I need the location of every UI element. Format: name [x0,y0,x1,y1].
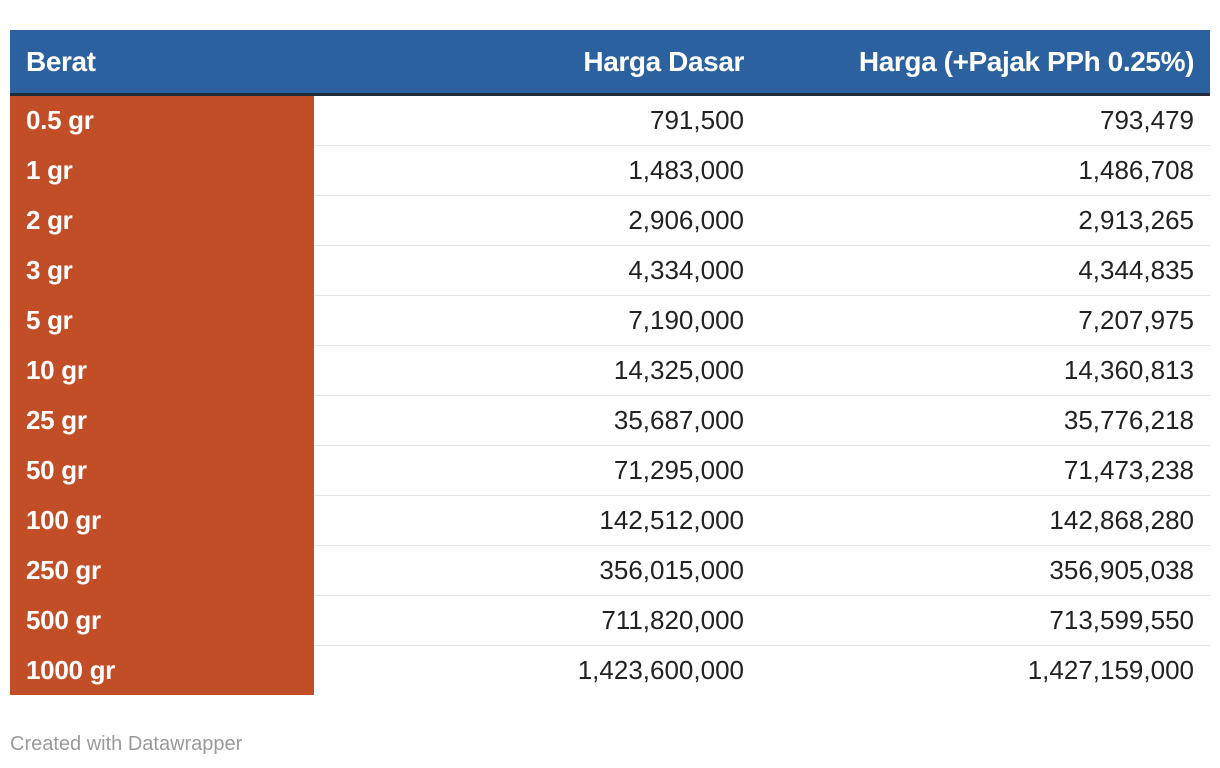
cell-berat: 10 gr [10,345,314,396]
table-row: 25 gr 35,687,000 35,776,218 [10,395,1210,446]
cell-berat: 5 gr [10,295,314,346]
table-row: 50 gr 71,295,000 71,473,238 [10,445,1210,496]
cell-berat: 0.5 gr [10,94,314,146]
cell-harga-dasar: 142,512,000 [314,495,760,546]
cell-berat: 250 gr [10,545,314,596]
cell-harga-pajak: 793,479 [760,94,1210,146]
table-header: Berat Harga Dasar Harga (+Pajak PPh 0.25… [10,30,1210,96]
cell-berat: 500 gr [10,595,314,646]
cell-berat: 50 gr [10,445,314,496]
cell-harga-dasar: 1,423,600,000 [577,655,744,685]
column-header-harga-dasar: Harga Dasar [314,30,760,96]
cell-harga-pajak: 4,344,835 [760,245,1210,296]
cell-harga-dasar: 356,015,000 [314,545,760,596]
cell-berat: 25 gr [10,395,314,446]
cell-harga-pajak: 356,905,038 [760,545,1210,596]
price-table: Berat Harga Dasar Harga (+Pajak PPh 0.25… [10,30,1210,695]
cell-harga-dasar: 7,190,000 [314,295,760,346]
header-row: Berat Harga Dasar Harga (+Pajak PPh 0.25… [10,30,1210,96]
cell-harga-dasar: 791,500 [314,94,760,146]
table-row: 500 gr 711,820,000 713,599,550 [10,595,1210,646]
table-row: 5 gr 7,190,000 7,207,975 [10,295,1210,346]
datawrapper-credit: Created with Datawrapper [10,733,243,755]
cell-harga-dasar: 71,295,000 [314,445,760,496]
cell-berat: 1000 gr [10,645,314,695]
cell-harga-pajak: 71,473,238 [760,445,1210,496]
cell-harga-pajak: 1,486,708 [760,145,1210,196]
cell-harga-dasar: 4,334,000 [314,245,760,296]
table-row: 0.5 gr 791,500 793,479 [10,94,1210,146]
cell-harga-pajak: 2,913,265 [760,195,1210,246]
cell-harga-dasar: 35,687,000 [314,395,760,446]
cell-harga-dasar: 14,325,000 [314,345,760,396]
table-row: 1000 gr 1,423,600,000 1,427,159,000 [10,645,1210,695]
cell-harga-pajak: 142,868,280 [760,495,1210,546]
table-row: 1 gr 1,483,000 1,486,708 [10,145,1210,196]
table-row: 10 gr 14,325,000 14,360,813 [10,345,1210,396]
cell-harga-dasar: 2,906,000 [314,195,760,246]
cell-berat: 1 gr [10,145,314,196]
cell-harga-pajak: 713,599,550 [760,595,1210,646]
cell-berat: 100 gr [10,495,314,546]
table-row: 100 gr 142,512,000 142,868,280 [10,495,1210,546]
column-header-harga-pajak: Harga (+Pajak PPh 0.25%) [760,30,1210,96]
cell-harga-pajak: 35,776,218 [760,395,1210,446]
table-row: 3 gr 4,334,000 4,344,835 [10,245,1210,296]
cell-harga-pajak: 7,207,975 [760,295,1210,346]
cell-berat: 3 gr [10,245,314,296]
table-row: 2 gr 2,906,000 2,913,265 [10,195,1210,246]
cell-harga-pajak: 14,360,813 [760,345,1210,396]
table-row: 250 gr 356,015,000 356,905,038 [10,545,1210,596]
table-body: 0.5 gr 791,500 793,479 1 gr 1,483,000 1,486,7… [10,94,1210,695]
cell-harga-pajak: 1,427,159,000 [1027,655,1194,685]
column-header-berat: Berat [10,30,314,96]
cell-harga-dasar: 1,483,000 [314,145,760,196]
cell-harga-dasar: 711,820,000 [314,595,760,646]
cell-berat: 2 gr [10,195,314,246]
